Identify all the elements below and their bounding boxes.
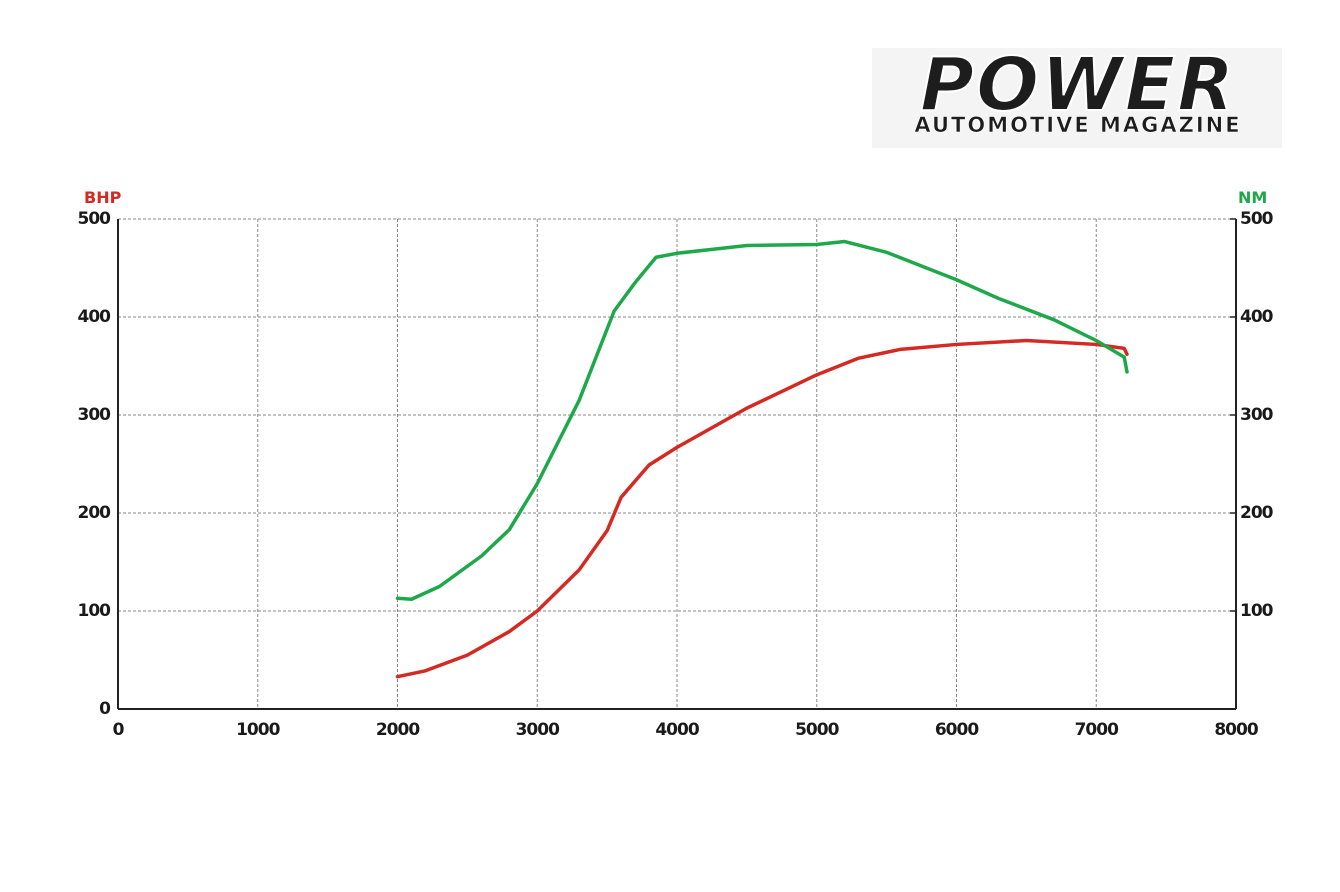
x-tick-label: 6000: [935, 720, 979, 740]
y2-tick-label: 100: [1240, 601, 1274, 621]
y-axis-label: BHP: [84, 188, 122, 207]
y-tick-label: 300: [78, 405, 112, 425]
y2-tick-label: 200: [1240, 503, 1274, 523]
y-tick-label: 0: [99, 699, 111, 719]
y-tick-label: 400: [78, 307, 112, 327]
logo-backdrop: [872, 48, 1282, 148]
logo-subtitle: AUTOMOTIVE MAGAZINE: [914, 113, 1241, 137]
series-line: [395, 239, 1129, 601]
y2-tick-label: 400: [1240, 307, 1274, 327]
x-tick-label: 5000: [795, 720, 839, 740]
x-tick-label: 4000: [655, 720, 699, 740]
x-tick-label: 2000: [376, 720, 420, 740]
x-tick-label: 7000: [1075, 720, 1119, 740]
logo: POWER AUTOMOTIVE MAGAZINE: [872, 41, 1282, 148]
x-tick-label: 1000: [236, 720, 280, 740]
logo-title: POWER: [920, 42, 1236, 128]
y-tick-label: 500: [78, 209, 112, 229]
series-line: [395, 338, 1129, 679]
x-tick-label: 0: [113, 720, 125, 740]
x-tick-label: 3000: [516, 720, 560, 740]
y2-tick-label: 500: [1240, 209, 1274, 229]
y2-axis-label: NM: [1238, 188, 1267, 207]
x-tick-label: 8000: [1214, 720, 1258, 740]
y-tick-label: 100: [78, 601, 112, 621]
y2-tick-label: 300: [1240, 405, 1274, 425]
y-tick-label: 200: [78, 503, 112, 523]
